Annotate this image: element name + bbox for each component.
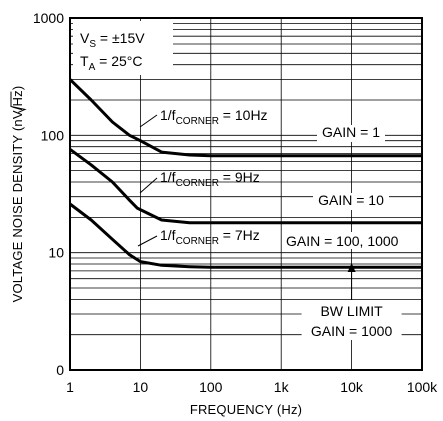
gain-label-bg-2: [313, 193, 389, 210]
vs-condition: VS = ±15V: [80, 30, 145, 50]
x-tick-label: 100k: [407, 379, 438, 395]
y-axis-title-main: VOLTAGE NOISE DENSITY (nV/: [10, 106, 25, 302]
corner-label-1: 1/fCORNER = 10Hz: [160, 107, 268, 127]
annotations: 1/fCORNER = 10Hz GAIN = 1 1/fCORNER = 9Hz G…: [137, 107, 420, 340]
x-tick-label: 100: [199, 379, 223, 395]
gain-label-bg-1: [317, 125, 385, 142]
corner-leader-1: [139, 114, 158, 128]
bw-limit-line1: BW LIMIT: [320, 303, 383, 319]
x-tick-label: 1: [66, 379, 74, 395]
conditions-box-bg: [73, 21, 173, 75]
sqrt-radical: [10, 91, 27, 113]
series-line-2: [69, 148, 422, 225]
curves: [68, 78, 422, 269]
svg-text:VOLTAGE NOISE DENSITY (nV/Hz): VOLTAGE NOISE DENSITY (nV/Hz): [10, 86, 25, 303]
plot-frame: [69, 17, 423, 371]
gain-label-bg-3: [284, 232, 420, 249]
bw-limit-bg: [301, 300, 402, 340]
bw-limit-line2: GAIN = 1000: [311, 323, 393, 339]
series-line-3: [69, 202, 422, 269]
x-tick-label: 10k: [340, 379, 364, 395]
grid: [70, 18, 422, 370]
corner-label-2: 1/fCORNER = 9Hz: [160, 169, 260, 189]
y-tick-label: 1000: [33, 10, 64, 26]
gain-label-3: GAIN = 100, 1000: [286, 233, 399, 249]
gain-label-2: GAIN = 10: [318, 192, 384, 208]
corner-label-3: 1/fCORNER = 7Hz: [160, 227, 260, 247]
y-axis-title: VOLTAGE NOISE DENSITY (nV/Hz): [10, 86, 27, 303]
x-tick-label: 10: [133, 379, 149, 395]
series-line-1: [68, 78, 422, 158]
ta-condition: TA = 25°C: [80, 53, 142, 73]
corner-leader-2: [139, 177, 158, 194]
corner-leader-3: [137, 235, 158, 247]
bw-limit-arrowhead: [347, 263, 356, 272]
y-tick-label: 100: [41, 127, 65, 143]
y-tick-label: 10: [48, 245, 64, 261]
y-tick-label: 0: [56, 362, 64, 378]
x-axis-title: FREQUENCY (Hz): [190, 402, 302, 417]
x-tick-label: 1k: [274, 379, 290, 395]
gain-label-1: GAIN = 1: [322, 124, 380, 140]
y-axis-title-radicand: Hz): [10, 86, 25, 107]
y-ticks: 0 10 100 1000: [33, 10, 64, 378]
x-ticks: 1 10 100 1k 10k 100k: [66, 379, 438, 395]
